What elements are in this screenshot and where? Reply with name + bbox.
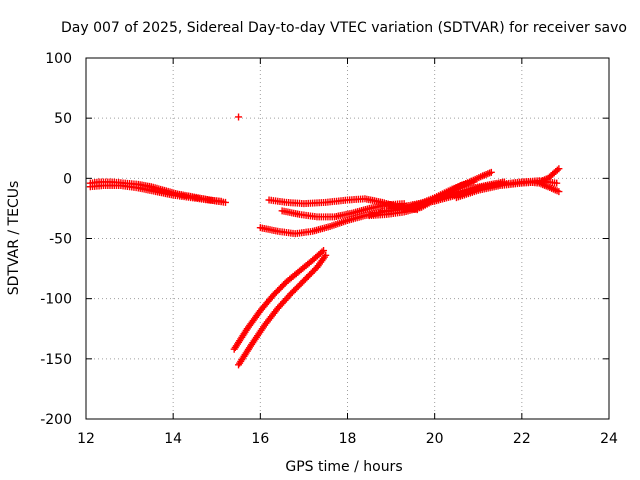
data-point: [553, 179, 561, 187]
y-tick-label: -100: [40, 292, 72, 308]
data-point: [553, 166, 561, 174]
x-tick-label: 20: [426, 431, 444, 447]
y-tick-label: 0: [63, 171, 72, 187]
x-tick-label: 24: [600, 431, 618, 447]
x-tick-label: 14: [164, 431, 182, 447]
data-point: [487, 168, 495, 176]
data-point: [235, 113, 243, 121]
series-steep-arc-a: [230, 247, 328, 353]
y-tick-label: 50: [54, 111, 72, 127]
y-tick-label: -50: [49, 232, 72, 248]
x-axis-title: GPS time / hours: [285, 459, 402, 475]
data-point: [221, 198, 229, 206]
data-point: [555, 188, 563, 196]
x-tick-label: 18: [339, 431, 357, 447]
data-point: [555, 165, 563, 173]
axis-ticks: 12 14 16 18 20 22 24 -200 -150 -100 -50 0 50 100: [40, 51, 618, 447]
data-point: [318, 248, 326, 256]
x-tick-label: 16: [251, 431, 269, 447]
y-tick-label: -200: [40, 412, 72, 428]
y-tick-label: 100: [45, 51, 72, 67]
x-tick-label: 12: [77, 431, 95, 447]
data-points: [86, 113, 563, 369]
series-evening-arc-3: [509, 178, 563, 196]
data-point: [217, 197, 225, 205]
series-midday-arc-2: [256, 206, 404, 238]
y-axis-title: SDTVAR / TECUs: [6, 181, 22, 296]
series-arc-early-morning-lower: [86, 182, 225, 205]
series-outlier: [235, 113, 243, 121]
data-point: [322, 251, 330, 259]
x-tick-label: 22: [513, 431, 531, 447]
chart-title: Day 007 of 2025, Sidereal Day-to-day VTE…: [61, 20, 627, 36]
series-steep-arc-b: [235, 251, 330, 369]
data-point: [320, 247, 328, 255]
y-tick-label: -150: [40, 352, 72, 368]
grid: [86, 58, 609, 419]
